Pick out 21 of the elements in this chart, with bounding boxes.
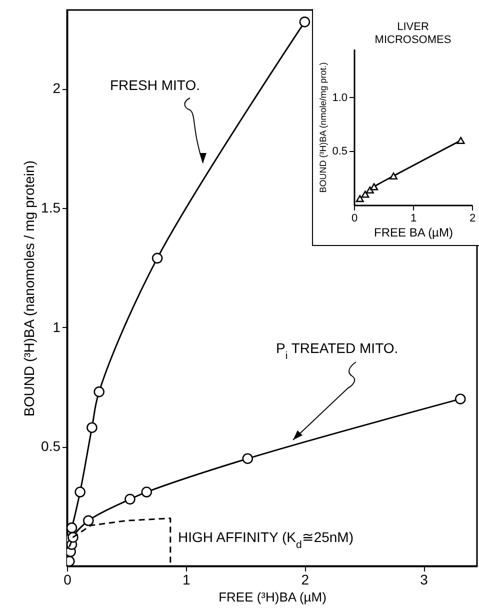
x-tick-label: 0 xyxy=(64,572,72,588)
y-tick-label: 2 xyxy=(52,80,61,96)
x-tick-label: 0 xyxy=(351,212,358,224)
y-tick-label: 1 xyxy=(52,318,61,335)
x-tick-label: 2 xyxy=(469,212,476,224)
annotation: P$_{i}$ TREATED MITO. xyxy=(276,340,398,362)
x-tick-label: 3 xyxy=(420,572,428,588)
y-axis-title: BOUND (³H)BA (nanomoles / mg protein) xyxy=(21,160,38,416)
x-tick-label: 1 xyxy=(410,212,417,224)
x-tick-label: 2 xyxy=(301,572,310,588)
y-axis-title: BOUND (³H)BA (nmole/mg prot.) xyxy=(318,62,328,193)
y-tick-label: 1.0 xyxy=(332,92,348,104)
y-tick-label: 0.5 xyxy=(332,146,348,158)
annotation: FRESH MITO. xyxy=(110,77,200,93)
x-axis-title: FREE (³H)BA (µM) xyxy=(218,590,326,604)
x-tick-label: 1 xyxy=(182,572,190,588)
x-axis-title: FREE BA (µM) xyxy=(374,226,453,240)
y-tick-label: 0.5 xyxy=(41,438,61,454)
chart-title: LIVER MICROSOMES xyxy=(374,21,452,46)
y-tick-label: 1.5 xyxy=(41,200,61,216)
annotation: HIGH AFFINITY (K$_{d}$≅25nM) xyxy=(178,529,354,551)
